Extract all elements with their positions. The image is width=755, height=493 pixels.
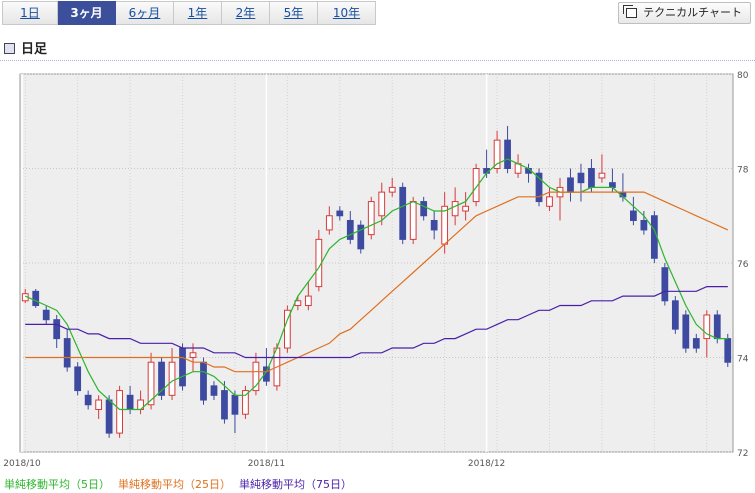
candle-body — [430, 219, 438, 231]
tab-2y[interactable]: 2年 — [222, 1, 270, 25]
section-heading: 日足 — [4, 38, 47, 57]
candle-body — [388, 186, 396, 193]
sma-line-2 — [25, 286, 728, 359]
tab-1y[interactable]: 1年 — [174, 1, 222, 25]
tab-10y[interactable]: 10年 — [318, 1, 376, 25]
x-tick-label: 2018/10 — [3, 459, 41, 469]
candle-body — [263, 366, 270, 382]
candle-body — [535, 172, 543, 203]
candle-body — [504, 139, 511, 170]
legend: 単純移動平均（5日） 単純移動平均（25日） 単純移動平均（75日） — [4, 476, 352, 492]
section-title: 日足 — [21, 42, 48, 57]
candle-body — [399, 186, 407, 240]
legend-sma75: 単純移動平均（75日） — [239, 478, 352, 491]
candle-body — [53, 319, 61, 340]
candle-body — [661, 267, 669, 302]
divider — [0, 60, 755, 61]
square-bullet-icon — [4, 43, 15, 54]
candle-body — [493, 139, 501, 170]
tab-1d[interactable]: 1日 — [2, 1, 58, 25]
candle-body — [126, 394, 134, 410]
technical-chart-button[interactable]: テクニカルチャート — [618, 2, 751, 24]
candle-body — [367, 201, 375, 236]
period-tabs: 1日 3ヶ月 6ヶ月 1年 2年 5年 10年 — [2, 1, 376, 25]
candle-body — [63, 338, 71, 368]
candle-body — [158, 361, 165, 396]
tab-5y[interactable]: 5年 — [270, 1, 318, 25]
candle-body — [671, 300, 679, 330]
candle-body — [378, 191, 386, 217]
candle-body — [357, 224, 365, 250]
candle-body — [588, 168, 595, 188]
candle-body — [630, 210, 637, 221]
candle-body — [609, 182, 616, 188]
technical-chart-label: テクニカルチャート — [643, 6, 742, 19]
candlestick-chart: 72 74 76 78 80 2018/10 2018/11 2018/12 — [3, 71, 749, 469]
legend-sma25: 単純移動平均（25日） — [118, 478, 231, 491]
candle-body — [168, 361, 176, 396]
candle-body — [598, 172, 606, 179]
tab-6m[interactable]: 6ヶ月 — [116, 1, 174, 25]
candle-body — [147, 361, 155, 406]
candle-body — [692, 338, 700, 349]
sma-line-0 — [24, 158, 728, 411]
y-tick-label: 74 — [737, 355, 749, 365]
x-tick-label: 2018/12 — [468, 459, 505, 469]
window-icon — [623, 5, 638, 18]
candle-body — [304, 295, 312, 307]
candle-body — [221, 390, 228, 420]
candle-body — [724, 338, 732, 363]
y-tick-label: 72 — [737, 449, 748, 459]
candle-body — [252, 361, 260, 392]
candle-body — [682, 314, 690, 349]
candle-body — [325, 215, 333, 231]
candle-body — [703, 314, 711, 340]
candle-body — [105, 399, 113, 434]
candle-body — [577, 172, 585, 184]
y-tick-label: 80 — [737, 71, 749, 81]
candle-body — [242, 390, 249, 415]
legend-sma5: 単純移動平均（5日） — [4, 478, 110, 491]
candle-body — [95, 399, 103, 410]
x-tick-label: 2018/11 — [248, 459, 285, 469]
candle-body — [200, 361, 207, 401]
candle-body — [462, 205, 470, 212]
y-tick-label: 76 — [737, 260, 749, 270]
candle-body — [74, 366, 82, 392]
candle-body — [441, 205, 449, 245]
candle-body — [210, 385, 218, 396]
candle-body — [346, 219, 354, 240]
candle-body — [420, 201, 428, 217]
candle-body — [336, 210, 344, 217]
candle-body — [42, 309, 50, 321]
sma-line-1 — [25, 191, 729, 373]
candle-body — [640, 219, 648, 231]
candle-body — [472, 168, 480, 203]
candle-body — [409, 201, 417, 240]
candle-body — [546, 196, 553, 207]
candle-body — [451, 201, 459, 217]
candle-body — [179, 347, 186, 387]
candle-body — [32, 290, 40, 307]
candle-body — [713, 314, 721, 340]
candle-body — [84, 394, 92, 406]
y-tick-label: 78 — [737, 166, 749, 176]
candle-body — [567, 177, 574, 193]
tab-3m[interactable]: 3ヶ月 — [58, 1, 116, 25]
candle-body — [189, 352, 197, 358]
candle-body — [231, 394, 239, 415]
candle-body — [116, 390, 123, 434]
